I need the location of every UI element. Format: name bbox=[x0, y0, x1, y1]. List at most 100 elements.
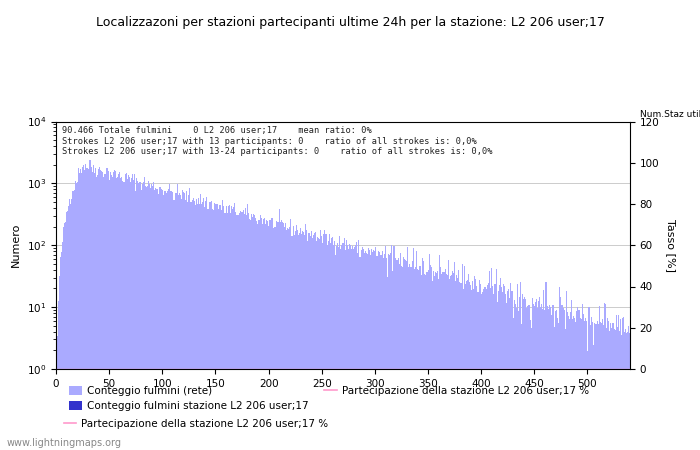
Bar bbox=[115, 171, 116, 450]
Bar bbox=[59, 276, 60, 450]
Bar bbox=[381, 255, 382, 450]
Bar bbox=[571, 300, 572, 450]
Bar bbox=[494, 284, 496, 450]
Bar bbox=[253, 214, 254, 450]
Bar bbox=[466, 280, 467, 450]
Bar bbox=[365, 252, 366, 450]
Bar bbox=[550, 307, 551, 450]
Bar bbox=[369, 250, 370, 450]
Bar bbox=[198, 198, 199, 450]
Bar bbox=[149, 184, 150, 450]
Bar bbox=[178, 193, 180, 450]
Bar bbox=[303, 232, 304, 450]
Bar bbox=[153, 182, 154, 450]
Bar bbox=[488, 283, 489, 450]
Bar bbox=[575, 322, 576, 450]
Bar bbox=[570, 312, 571, 450]
Partecipazione della stazione L2 206 user;17 % bbox=[53, 366, 62, 372]
Bar bbox=[307, 241, 309, 450]
Bar bbox=[391, 245, 393, 450]
Bar bbox=[451, 274, 452, 450]
Bar bbox=[368, 248, 369, 450]
Bar bbox=[63, 227, 64, 450]
Bar bbox=[627, 332, 629, 450]
Bar bbox=[523, 299, 524, 450]
Bar bbox=[183, 192, 184, 450]
Text: www.lightningmaps.org: www.lightningmaps.org bbox=[7, 438, 122, 448]
Bar bbox=[426, 272, 428, 450]
Bar bbox=[620, 319, 621, 450]
Bar bbox=[414, 267, 416, 450]
Bar bbox=[607, 318, 608, 450]
Bar bbox=[220, 206, 221, 450]
Bar bbox=[586, 321, 587, 450]
Bar bbox=[160, 187, 161, 450]
Bar bbox=[69, 199, 70, 450]
Bar bbox=[350, 245, 351, 450]
Bar bbox=[148, 181, 149, 450]
Bar bbox=[289, 227, 290, 450]
Bar bbox=[338, 248, 339, 450]
Bar bbox=[526, 308, 527, 450]
Bar bbox=[120, 178, 121, 450]
Bar bbox=[215, 204, 216, 450]
Bar bbox=[543, 289, 545, 450]
Bar bbox=[94, 168, 96, 450]
Bar bbox=[430, 267, 432, 450]
Bar bbox=[302, 231, 303, 450]
Bar bbox=[459, 283, 461, 450]
Bar bbox=[533, 304, 534, 450]
Bar bbox=[609, 331, 610, 450]
Bar bbox=[590, 324, 592, 450]
Bar bbox=[353, 248, 354, 450]
Bar bbox=[374, 251, 375, 450]
Bar bbox=[281, 220, 282, 450]
Bar bbox=[217, 204, 218, 450]
Bar bbox=[83, 165, 84, 450]
Bar bbox=[256, 221, 258, 450]
Bar bbox=[617, 327, 618, 450]
Bar bbox=[280, 222, 281, 450]
Bar bbox=[262, 219, 264, 450]
Bar bbox=[96, 177, 97, 450]
Bar bbox=[518, 311, 519, 450]
Bar bbox=[418, 270, 419, 450]
Bar bbox=[73, 191, 74, 450]
Bar bbox=[315, 232, 316, 450]
Bar bbox=[358, 240, 360, 450]
Partecipazione della stazione L2 206 user;17 % bbox=[85, 366, 93, 372]
Bar bbox=[156, 189, 158, 450]
Bar bbox=[112, 176, 113, 450]
Bar bbox=[265, 224, 266, 450]
Bar bbox=[611, 328, 612, 450]
Bar bbox=[508, 288, 510, 450]
Bar bbox=[539, 297, 540, 450]
Bar bbox=[329, 234, 330, 450]
Bar bbox=[129, 177, 130, 450]
Bar bbox=[534, 306, 535, 450]
Bar bbox=[407, 247, 408, 450]
Bar bbox=[97, 175, 98, 450]
Bar bbox=[155, 188, 156, 450]
Bar bbox=[568, 316, 569, 450]
Bar bbox=[521, 324, 522, 450]
Bar bbox=[520, 282, 521, 450]
Bar bbox=[563, 308, 564, 450]
Bar bbox=[154, 189, 155, 450]
Bar bbox=[264, 218, 265, 450]
Bar bbox=[393, 247, 395, 450]
Bar bbox=[314, 233, 315, 450]
Bar bbox=[554, 327, 555, 450]
Bar bbox=[504, 286, 505, 450]
Bar bbox=[610, 323, 611, 450]
Bar bbox=[457, 278, 458, 450]
Bar bbox=[616, 315, 617, 450]
Bar bbox=[598, 306, 600, 450]
Bar bbox=[235, 212, 236, 450]
Bar bbox=[106, 168, 108, 450]
Bar bbox=[328, 241, 329, 450]
Bar bbox=[588, 307, 589, 450]
Bar bbox=[130, 182, 131, 450]
Bar bbox=[86, 168, 88, 450]
Bar bbox=[82, 167, 83, 450]
